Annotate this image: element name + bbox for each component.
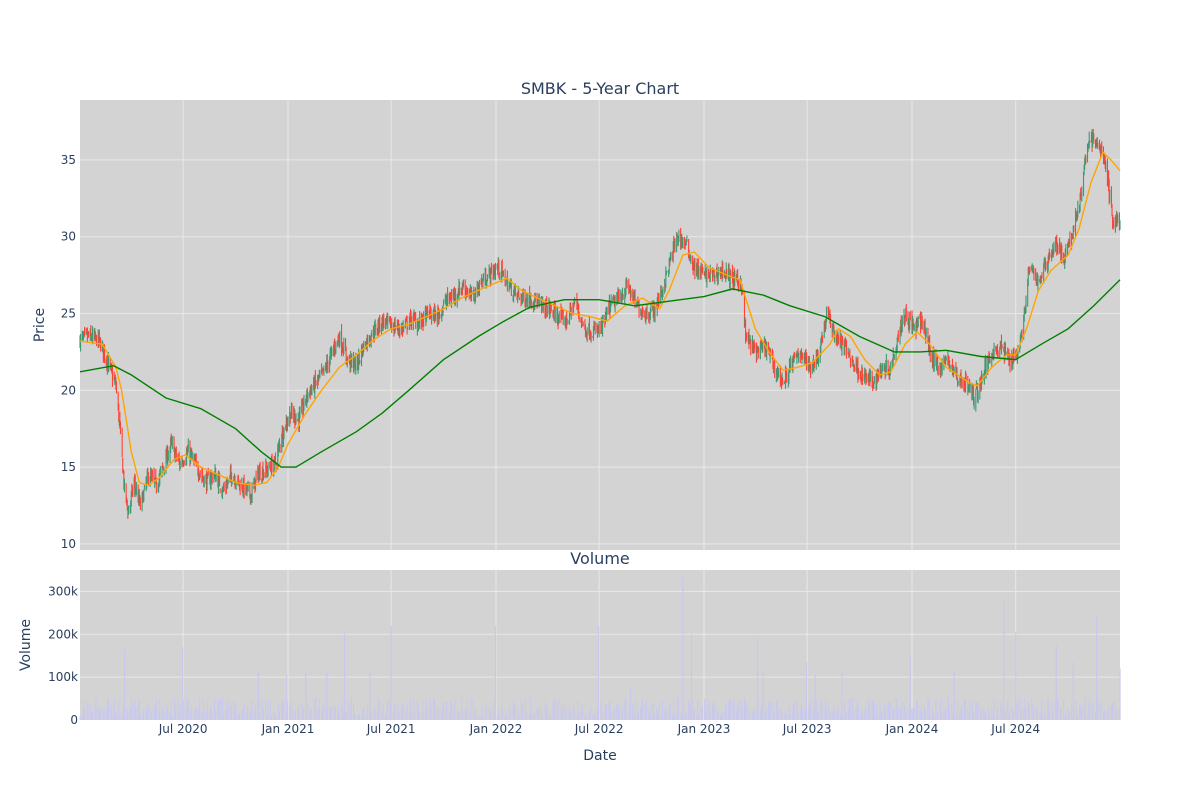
price-y-axis-title: Price (32, 308, 48, 342)
volume-y-tick-label: 200k (48, 627, 78, 641)
ma-short-line (79, 150, 1121, 487)
price-candles (79, 128, 1121, 519)
price-plot-area (80, 100, 1120, 550)
price-chart-title: SMBK - 5-Year Chart (521, 79, 679, 98)
ma-long-line (79, 279, 1121, 468)
volume-bars (79, 576, 1121, 720)
moving-average-lines (79, 150, 1121, 487)
price-y-tick-label: 25 (61, 306, 76, 320)
price-y-tick-label: 20 (61, 383, 76, 397)
price-y-tick-label: 15 (61, 460, 76, 474)
x-tick-label: Jan 2023 (677, 722, 731, 736)
x-tick-label: Jul 2023 (782, 722, 832, 736)
date-x-ticks: Jul 2020 Jan 2021 Jul 2021 Jan 2022 Jul 2022… (158, 722, 1040, 736)
volume-plot-area (80, 570, 1120, 720)
price-y-tick-label: 10 (61, 537, 76, 551)
x-tick-label: Jan 2024 (885, 722, 939, 736)
x-tick-label: Jul 2021 (366, 722, 416, 736)
x-tick-label: Jul 2024 (990, 722, 1040, 736)
x-tick-label: Jan 2021 (261, 722, 315, 736)
price-y-tick-label: 30 (61, 230, 76, 244)
volume-y-tick-label: 300k (48, 584, 78, 598)
volume-chart-title: Volume (570, 549, 630, 568)
price-y-tick-label: 35 (61, 153, 76, 167)
x-tick-label: Jul 2022 (574, 722, 624, 736)
volume-y-ticks: 0 100k 200k 300k (48, 584, 78, 727)
x-tick-label: Jan 2022 (469, 722, 523, 736)
volume-y-tick-label: 0 (70, 713, 78, 727)
x-tick-label: Jul 2020 (158, 722, 208, 736)
volume-y-tick-label: 100k (48, 670, 78, 684)
x-axis-title: Date (583, 748, 616, 764)
volume-y-axis-title: Volume (18, 619, 34, 671)
price-y-ticks: 10 15 20 25 30 35 (61, 153, 76, 551)
